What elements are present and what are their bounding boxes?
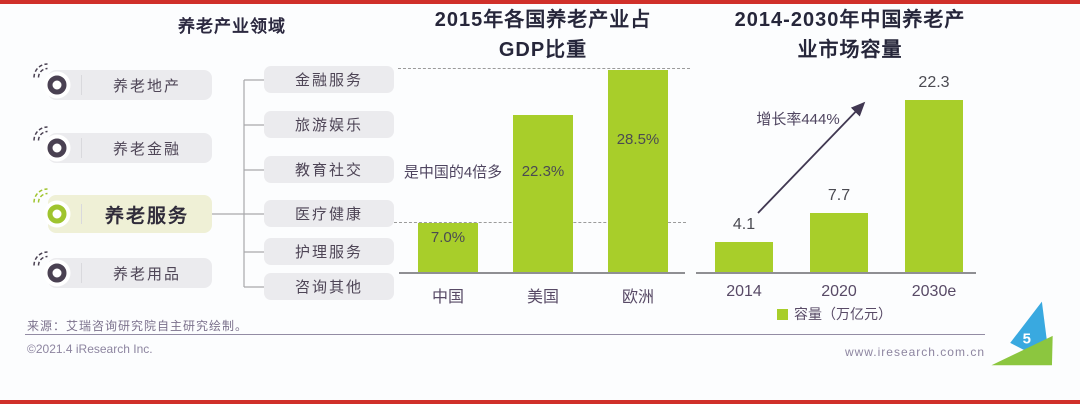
gdp-chart-title-line2: GDP比重	[498, 39, 588, 61]
radar-ring-icon	[33, 188, 72, 233]
subitem-education-social: 教育社交	[264, 156, 394, 183]
gdp-chart-title: 2015年各国养老产业占 GDP比重	[398, 5, 688, 65]
gdp-x-axis-line	[399, 272, 685, 274]
subitem-consulting-other: 咨询其他	[264, 273, 394, 300]
ring-icon	[47, 204, 67, 224]
value-label-2014: 4.1	[732, 216, 756, 233]
bar-europe	[608, 70, 668, 273]
ring-icon	[47, 75, 67, 95]
market-x-axis-line	[696, 272, 976, 274]
item-divider	[81, 263, 82, 283]
radar-ring-icon	[33, 63, 72, 100]
value-label-europe: 28.5%	[616, 131, 660, 148]
item-label: 养老地产	[112, 77, 181, 95]
category-label-china: 中国	[431, 289, 464, 306]
category-label-2014: 2014	[726, 283, 762, 300]
legend-swatch	[777, 308, 788, 320]
subitem-financial-services: 金融服务	[264, 66, 394, 93]
market-chart-title: 2014-2030年中国养老产 业市场容量	[712, 5, 988, 65]
subitem-nursing-services: 护理服务	[264, 238, 394, 265]
ring-icon	[47, 263, 67, 283]
item-elderly-products: 养老用品	[33, 251, 212, 288]
bar-2020	[810, 213, 868, 273]
item-label: 养老用品	[112, 265, 181, 283]
subitem-medical-health: 医疗健康	[264, 200, 394, 227]
item-divider	[81, 204, 82, 224]
value-label-2020: 7.7	[827, 187, 851, 204]
item-elderly-finance: 养老金融	[33, 126, 212, 163]
category-label-europe: 欧洲	[621, 289, 654, 306]
signal-arcs-icon	[33, 251, 48, 266]
item-elderly-real-estate: 养老地产	[33, 63, 212, 100]
item-divider	[81, 138, 82, 158]
chart-legend: 容量（万亿元）	[777, 304, 892, 324]
bar-2030e	[905, 100, 963, 273]
top-red-band	[0, 0, 1080, 4]
category-label-2030e: 2030e	[911, 283, 957, 300]
annotation-growth-rate: 增长率444%	[756, 111, 840, 128]
footer-rule	[25, 334, 985, 335]
subitem-travel-entertainment: 旅游娱乐	[264, 111, 394, 138]
item-divider	[81, 75, 82, 95]
value-label-china: 7.0%	[430, 229, 466, 246]
copyright-note: ©2021.4 iResearch Inc.	[27, 342, 153, 356]
market-chart-title-line2: 业市场容量	[797, 39, 903, 61]
radar-ring-icon	[33, 126, 72, 163]
annotation-multiplier: 是中国的4倍多	[403, 164, 503, 181]
category-label-usa: 美国	[526, 289, 559, 306]
tree-connector	[212, 79, 264, 288]
category-label-2020: 2020	[821, 283, 857, 300]
ring-icon	[47, 138, 67, 158]
bar-usa	[513, 115, 573, 273]
legend-label: 容量（万亿元）	[794, 306, 892, 322]
left-panel-title: 养老产业领域	[178, 17, 286, 36]
growth-arrow-icon	[757, 101, 866, 214]
bar-2014	[715, 242, 773, 273]
source-note: 来源：艾瑞咨询研究院自主研究绘制。	[27, 319, 249, 333]
market-chart-title-line1: 2014-2030年中国养老产	[734, 9, 966, 31]
signal-arcs-icon	[33, 63, 48, 78]
value-label-2030e: 22.3	[918, 74, 950, 91]
item-label: 养老金融	[112, 140, 181, 158]
gdp-chart-title-line1: 2015年各国养老产业占	[434, 9, 652, 31]
value-label-usa: 22.3%	[521, 163, 565, 180]
radar-ring-icon	[33, 251, 72, 288]
page-number: 5	[1022, 330, 1031, 348]
iresearch-logo: 5	[985, 296, 1057, 366]
item-label: 养老服务	[104, 205, 189, 227]
bottom-red-band	[0, 400, 1080, 404]
website-url: www.iresearch.com.cn	[844, 345, 985, 359]
bar-china	[418, 223, 478, 273]
item-elderly-services: 养老服务	[33, 188, 212, 233]
reference-line-europe	[398, 68, 690, 69]
signal-arcs-icon	[33, 188, 48, 203]
signal-arcs-icon	[33, 126, 48, 141]
